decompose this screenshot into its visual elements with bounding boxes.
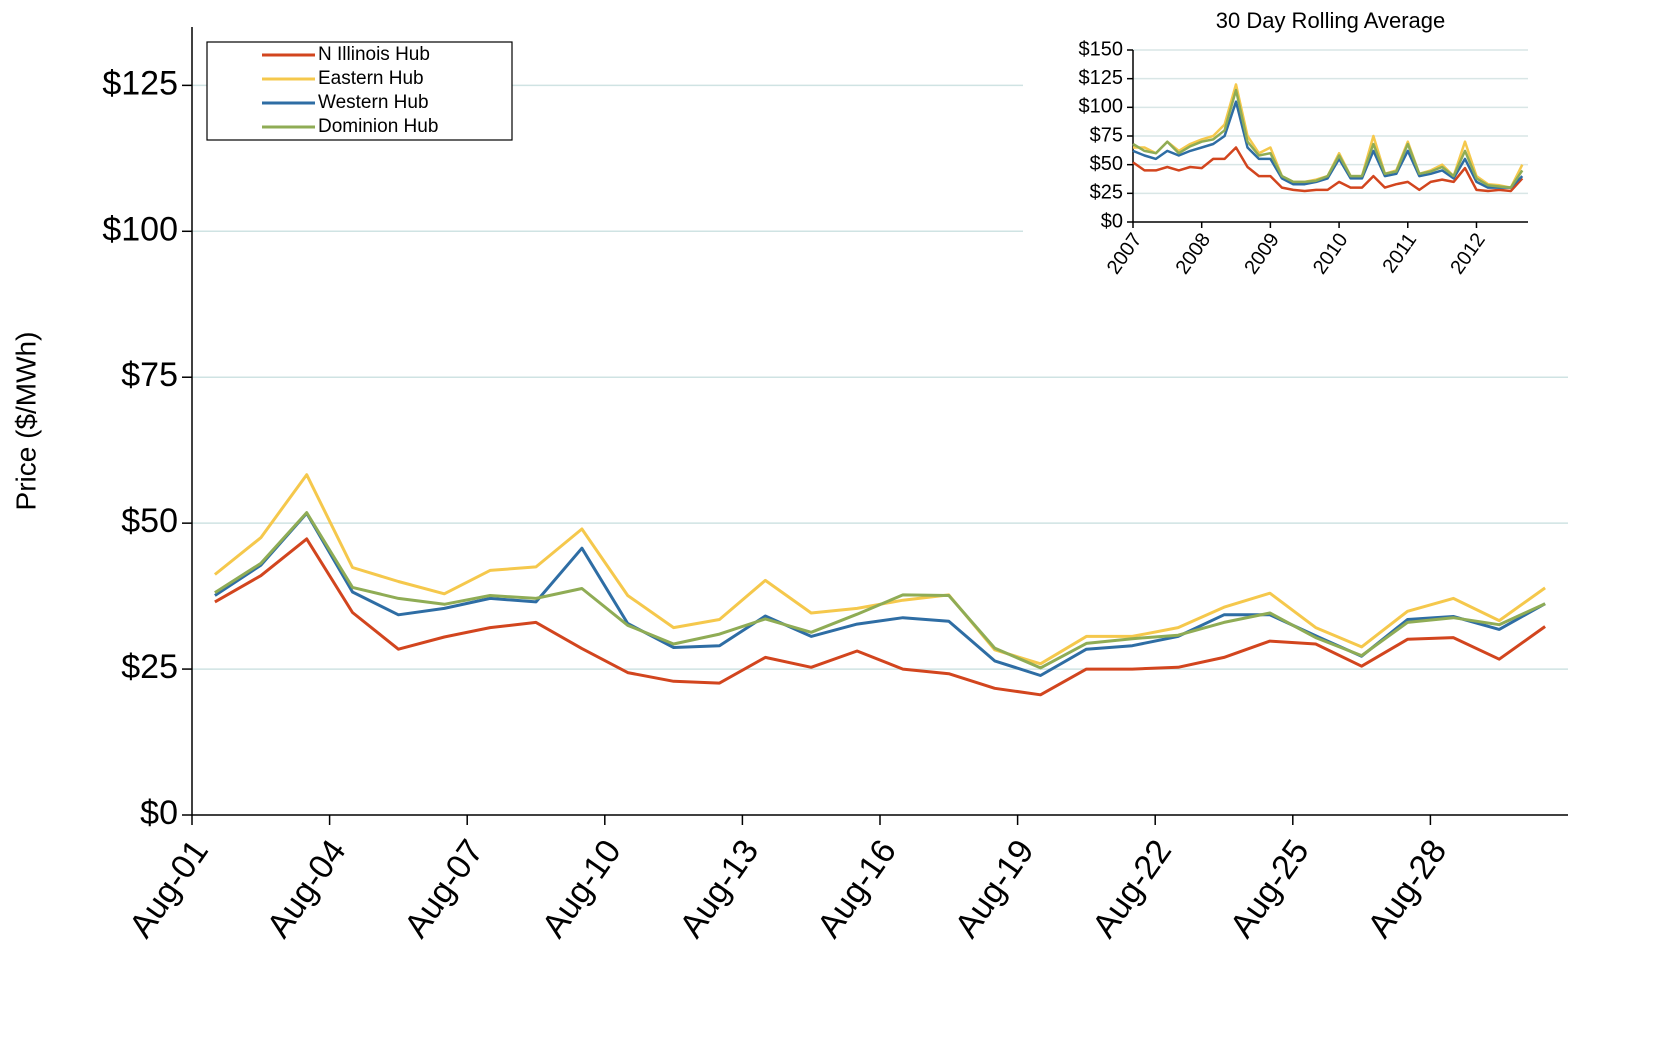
x-tick-label: Aug-16 — [810, 833, 904, 945]
y-tick-label: $0 — [1101, 210, 1123, 232]
y-axis-label: Price ($/MWh) — [10, 332, 41, 511]
y-tick-label: $125 — [1079, 67, 1124, 89]
x-tick-label: Aug-01 — [122, 833, 216, 945]
series-line — [1132, 88, 1524, 189]
x-tick-label: Aug-25 — [1223, 833, 1317, 945]
y-tick-label: $150 — [1079, 38, 1124, 60]
series-line — [214, 511, 1546, 670]
inset-background — [1023, 0, 1675, 320]
y-tick-label: $0 — [140, 794, 178, 832]
y-tick-label: $75 — [1090, 124, 1123, 146]
chart-title: 30 Day Rolling Average — [1216, 8, 1446, 33]
legend-label: Dominion Hub — [318, 116, 438, 137]
y-tick-label: $100 — [102, 210, 178, 248]
x-tick-label: Aug-28 — [1360, 833, 1454, 945]
x-tick-label: Aug-19 — [947, 833, 1041, 945]
series-line — [214, 537, 1546, 697]
series-line — [214, 511, 1546, 677]
x-tick-label: Aug-07 — [397, 833, 491, 945]
legend-label: Eastern Hub — [318, 68, 424, 89]
series-line — [213, 473, 1546, 666]
y-tick-label: $50 — [1090, 153, 1123, 175]
y-tick-label: $25 — [1090, 182, 1123, 204]
x-tick-label: Aug-04 — [259, 833, 353, 945]
legend-label: N Illinois Hub — [318, 44, 430, 65]
y-tick-label: $75 — [121, 356, 178, 394]
series-line — [1132, 100, 1524, 189]
legend-label: Western Hub — [318, 92, 429, 113]
x-tick-label: Aug-13 — [672, 833, 766, 945]
x-tick-label: Aug-10 — [535, 833, 629, 945]
x-tick-label: Aug-22 — [1085, 833, 1179, 945]
y-tick-label: $50 — [121, 502, 178, 540]
y-tick-label: $25 — [121, 648, 178, 686]
series-line — [1132, 146, 1524, 193]
y-tick-label: $100 — [1079, 96, 1124, 118]
y-tick-label: $125 — [102, 64, 178, 102]
legend-box — [206, 41, 513, 141]
